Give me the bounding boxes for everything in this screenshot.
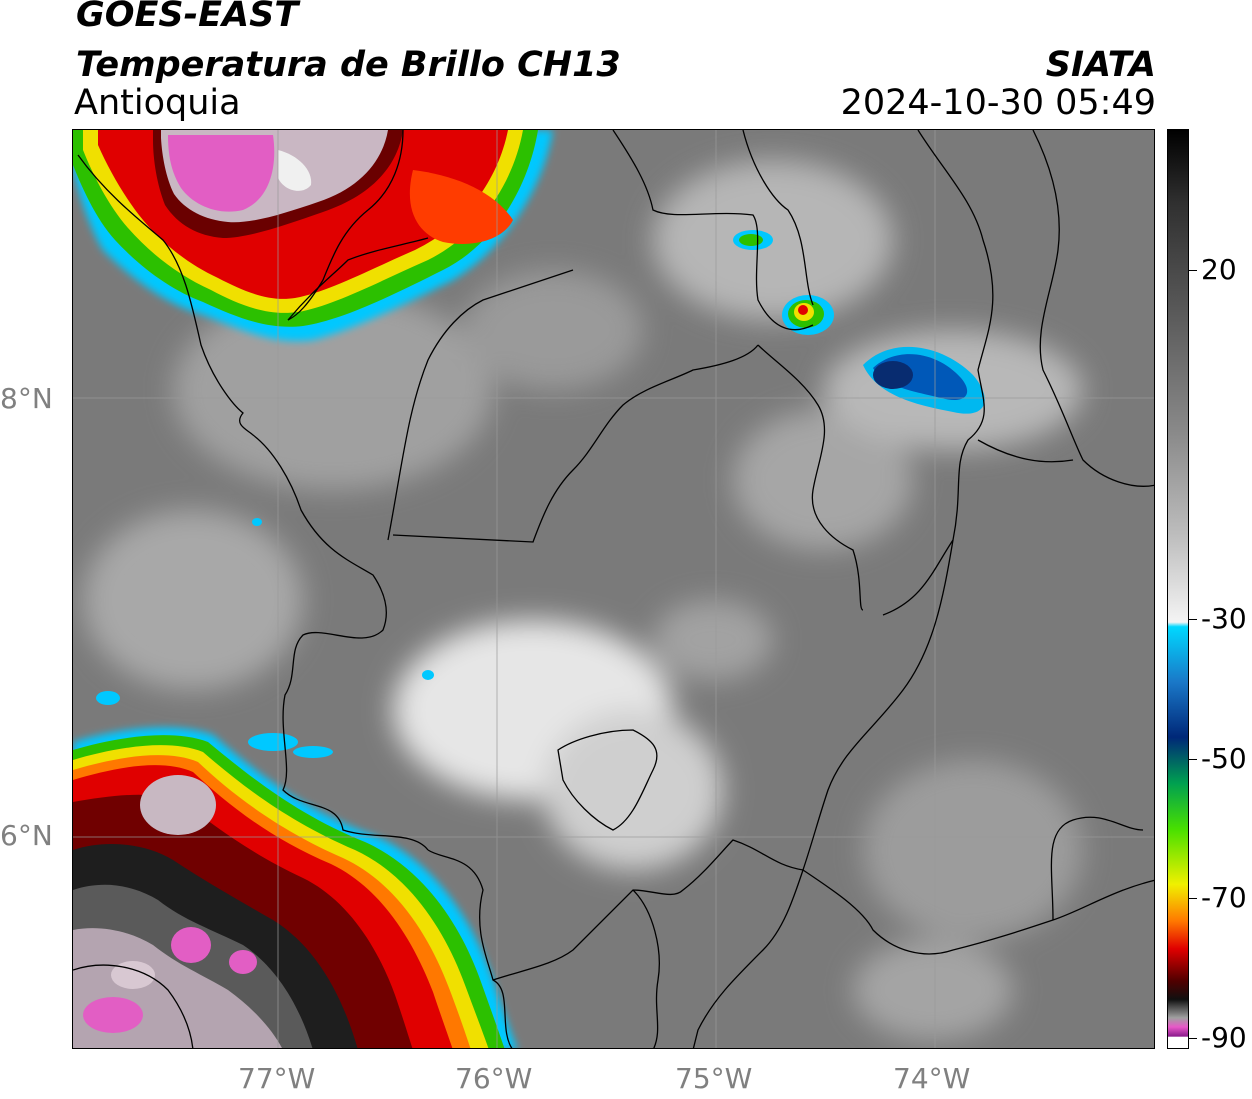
lat-label-8n: 8°N: [0, 382, 53, 415]
colorbar-tick-minus50: [1189, 759, 1197, 760]
colorbar-label-minus90: -90: [1201, 1021, 1247, 1054]
lon-label-74w: 74°W: [893, 1062, 971, 1095]
graticule: [73, 130, 1154, 1048]
political-boundaries: [73, 130, 1154, 1048]
lat-label-6n: 6°N: [0, 819, 53, 852]
colorbar-tick-minus30: [1189, 619, 1197, 620]
colorbar-label-20: 20: [1201, 253, 1237, 286]
colorbar-tick-minus70: [1189, 898, 1197, 899]
colorbar-label-minus70: -70: [1201, 881, 1247, 914]
storm-cell-southwest: [73, 727, 518, 1048]
lon-label-75w: 75°W: [675, 1062, 753, 1095]
storm-cell-northeast-small: [733, 230, 834, 335]
colorbar-tick-minus90: [1189, 1038, 1197, 1039]
temperature-colorbar: [1167, 129, 1189, 1049]
colorbar-label-minus30: -30: [1201, 602, 1247, 635]
storm-cell-east: [863, 346, 985, 414]
satellite-title: GOES-EAST: [76, 0, 299, 35]
colorbar-tick-20: [1189, 270, 1197, 271]
light-cloud-layer: [83, 160, 1083, 1040]
lon-label-76w: 76°W: [455, 1062, 533, 1095]
agency-label: SIATA: [1045, 45, 1156, 85]
satellite-map: [72, 129, 1155, 1049]
storm-cell-northwest: [73, 130, 553, 341]
small-cold-specks: [96, 518, 434, 758]
colorbar-label-minus50: -50: [1201, 742, 1247, 775]
lon-label-77w: 77°W: [238, 1062, 316, 1095]
product-title: Temperatura de Brillo CH13: [76, 45, 621, 85]
datetime-label: 2024-10-30 05:49: [840, 83, 1156, 123]
region-label: Antioquia: [74, 83, 241, 123]
